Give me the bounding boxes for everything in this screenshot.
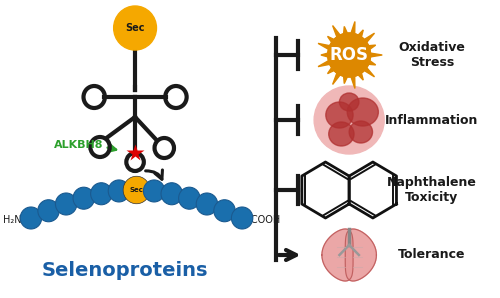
Circle shape bbox=[144, 180, 165, 202]
Circle shape bbox=[73, 187, 94, 209]
Text: Selenoproteins: Selenoproteins bbox=[42, 260, 208, 280]
Circle shape bbox=[196, 193, 218, 215]
Ellipse shape bbox=[349, 121, 372, 143]
Circle shape bbox=[20, 207, 42, 229]
Circle shape bbox=[178, 187, 200, 209]
Circle shape bbox=[90, 183, 112, 205]
Circle shape bbox=[214, 200, 235, 222]
Circle shape bbox=[328, 33, 370, 77]
Text: Sec: Sec bbox=[130, 187, 143, 193]
Circle shape bbox=[108, 180, 130, 202]
Polygon shape bbox=[322, 229, 353, 281]
Circle shape bbox=[114, 6, 156, 50]
Polygon shape bbox=[346, 229, 376, 281]
Circle shape bbox=[56, 193, 77, 215]
Ellipse shape bbox=[328, 122, 354, 146]
Circle shape bbox=[161, 183, 182, 205]
Ellipse shape bbox=[347, 98, 378, 126]
Circle shape bbox=[38, 200, 59, 222]
Text: Sec: Sec bbox=[126, 23, 145, 33]
Text: ROS: ROS bbox=[330, 46, 368, 64]
Text: –COOH: –COOH bbox=[247, 215, 281, 225]
Text: Inflammation: Inflammation bbox=[385, 114, 478, 126]
Ellipse shape bbox=[314, 86, 384, 154]
Circle shape bbox=[123, 176, 150, 204]
Text: ALKBH8: ALKBH8 bbox=[54, 140, 104, 150]
Text: H₂N–: H₂N– bbox=[2, 215, 26, 225]
Text: Oxidative
Stress: Oxidative Stress bbox=[398, 41, 466, 69]
Polygon shape bbox=[318, 21, 382, 89]
Ellipse shape bbox=[326, 102, 353, 128]
Text: Tolerance: Tolerance bbox=[398, 249, 466, 262]
Text: Naphthalene
Toxicity: Naphthalene Toxicity bbox=[387, 176, 477, 204]
Circle shape bbox=[232, 207, 253, 229]
Ellipse shape bbox=[340, 93, 359, 111]
